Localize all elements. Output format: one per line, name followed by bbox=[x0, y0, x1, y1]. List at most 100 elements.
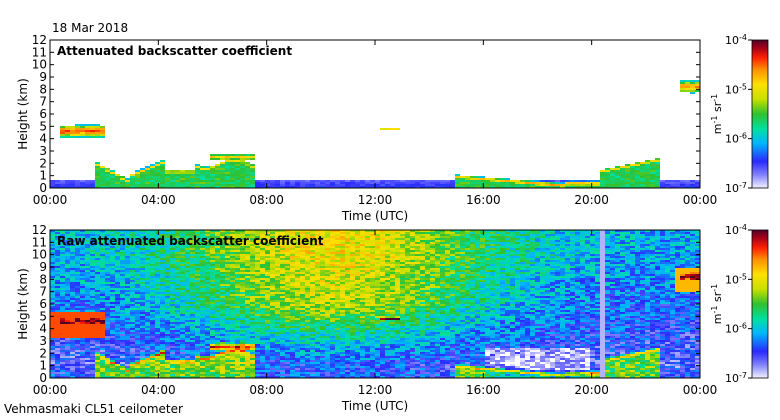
field-cell bbox=[95, 292, 100, 294]
field-cell bbox=[60, 374, 65, 376]
field-cell bbox=[65, 368, 70, 370]
field-cell bbox=[160, 160, 165, 162]
field-cell bbox=[160, 372, 165, 374]
field-cell bbox=[95, 288, 100, 290]
field-cell bbox=[105, 372, 110, 374]
field-cell bbox=[195, 236, 200, 238]
field-cell bbox=[180, 304, 185, 306]
field-cell bbox=[215, 158, 220, 160]
field-cell bbox=[155, 246, 160, 248]
field-cell bbox=[75, 180, 80, 182]
field-cell bbox=[560, 186, 565, 188]
field-cell bbox=[110, 348, 115, 350]
field-cell bbox=[185, 352, 190, 354]
field-cell bbox=[210, 184, 215, 186]
field-cell bbox=[185, 176, 190, 178]
field-cell bbox=[90, 124, 95, 126]
field-cell bbox=[620, 186, 625, 188]
field-cell bbox=[395, 180, 400, 182]
field-cell bbox=[210, 346, 215, 348]
field-cell bbox=[75, 292, 80, 294]
field-cell bbox=[400, 186, 405, 188]
field-cell bbox=[200, 332, 205, 334]
field-cell bbox=[650, 174, 655, 176]
field-cell bbox=[180, 298, 185, 300]
field-cell bbox=[255, 280, 260, 282]
field-cell bbox=[220, 332, 225, 334]
field-cell bbox=[110, 274, 115, 276]
field-cell bbox=[175, 372, 180, 374]
field-cell bbox=[85, 372, 90, 374]
field-cell bbox=[285, 292, 290, 294]
field-cell bbox=[250, 278, 255, 280]
field-cell bbox=[200, 370, 205, 372]
field-cell bbox=[160, 314, 165, 316]
field-cell bbox=[250, 326, 255, 328]
field-cell bbox=[240, 364, 245, 366]
y-tick-label: 4 bbox=[39, 132, 47, 146]
field-cell bbox=[200, 252, 205, 254]
field-cell bbox=[85, 286, 90, 288]
field-cell bbox=[120, 270, 125, 272]
field-cell bbox=[75, 290, 80, 292]
field-cell bbox=[55, 250, 60, 252]
field-cell bbox=[285, 180, 290, 182]
field-cell bbox=[75, 322, 80, 324]
field-cell bbox=[90, 342, 95, 344]
field-cell bbox=[95, 260, 100, 262]
field-cell bbox=[220, 230, 225, 232]
field-cell bbox=[295, 270, 300, 272]
field-cell bbox=[245, 248, 250, 250]
field-cell bbox=[195, 266, 200, 268]
field-cell bbox=[95, 336, 100, 338]
field-cell bbox=[195, 172, 200, 174]
field-cell bbox=[195, 268, 200, 270]
field-cell bbox=[225, 262, 230, 264]
field-cell bbox=[270, 322, 275, 324]
field-cell bbox=[80, 364, 85, 366]
field-cell bbox=[630, 176, 635, 178]
field-cell bbox=[160, 290, 165, 292]
field-cell bbox=[220, 260, 225, 262]
field-cell bbox=[280, 258, 285, 260]
field-cell bbox=[305, 260, 310, 262]
field-cell bbox=[605, 186, 610, 188]
field-cell bbox=[665, 180, 670, 182]
field-cell bbox=[90, 276, 95, 278]
field-cell bbox=[180, 182, 185, 184]
field-cell bbox=[275, 258, 280, 260]
field-cell bbox=[230, 234, 235, 236]
field-cell bbox=[205, 372, 210, 374]
field-cell bbox=[240, 256, 245, 258]
field-cell bbox=[250, 252, 255, 254]
field-cell bbox=[635, 168, 640, 170]
field-cell bbox=[315, 354, 320, 356]
field-cell bbox=[215, 352, 220, 354]
field-cell bbox=[520, 184, 525, 186]
field-cell bbox=[245, 350, 250, 352]
field-cell bbox=[155, 376, 160, 378]
field-cell bbox=[155, 318, 160, 320]
field-cell bbox=[160, 282, 165, 284]
field-cell bbox=[230, 250, 235, 252]
field-cell bbox=[130, 336, 135, 338]
field-cell bbox=[185, 348, 190, 350]
field-cell bbox=[190, 314, 195, 316]
field-cell bbox=[95, 294, 100, 296]
field-cell bbox=[145, 170, 150, 172]
field-cell bbox=[125, 358, 130, 360]
field-cell bbox=[170, 332, 175, 334]
field-cell bbox=[205, 234, 210, 236]
field-cell bbox=[685, 184, 690, 186]
field-cell bbox=[265, 288, 270, 290]
field-cell bbox=[180, 244, 185, 246]
field-cell bbox=[255, 368, 260, 370]
field-cell bbox=[85, 308, 90, 310]
field-cell bbox=[215, 348, 220, 350]
field-cell bbox=[155, 300, 160, 302]
field-cell bbox=[185, 280, 190, 282]
field-cell bbox=[110, 266, 115, 268]
field-cell bbox=[285, 360, 290, 362]
field-cell bbox=[145, 308, 150, 310]
field-cell bbox=[105, 246, 110, 248]
